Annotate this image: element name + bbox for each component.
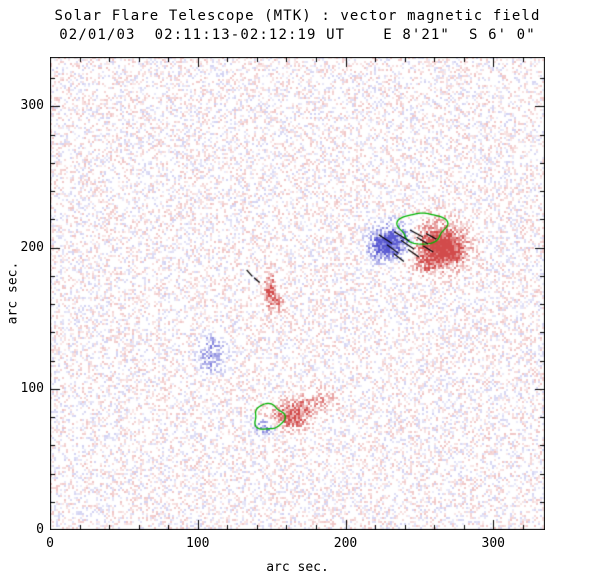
- x-tick-label: 300: [481, 536, 506, 551]
- y-tick-label: 0: [36, 522, 44, 537]
- chart-subtitle: 02/01/03 02:11:13-02:12:19 UT E 8'21" S …: [59, 27, 536, 43]
- y-tick-label: 200: [20, 239, 44, 255]
- y-tick-label: 100: [20, 380, 44, 396]
- x-axis-label: arc sec.: [266, 560, 329, 575]
- x-tick-label: 200: [333, 536, 358, 551]
- chart-title-block: Solar Flare Telescope (MTK) : vector mag…: [40, 7, 555, 45]
- y-axis-label: arc sec.: [5, 261, 21, 325]
- magnetogram-canvas: [50, 57, 545, 530]
- y-tick-label: 300: [20, 98, 44, 114]
- chart-title: Solar Flare Telescope (MTK) : vector mag…: [54, 8, 541, 24]
- x-tick-label: 100: [186, 536, 210, 551]
- x-tick-label: 0: [46, 536, 54, 551]
